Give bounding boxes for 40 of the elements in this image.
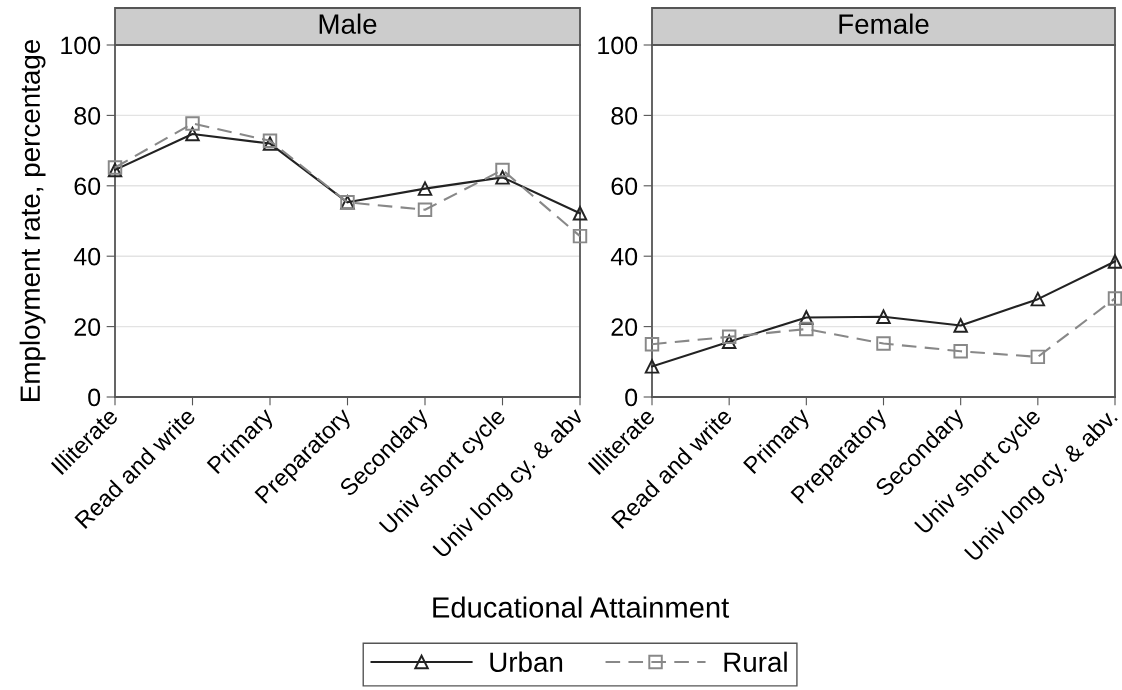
point (572, 206, 588, 221)
point (721, 334, 737, 349)
y-tick-label: 0 (625, 388, 638, 407)
point (1030, 349, 1046, 365)
point (876, 336, 891, 351)
point (953, 344, 968, 359)
point (495, 170, 510, 185)
y-tick-label: 80 (611, 107, 638, 125)
y-tick-label: 0 (88, 388, 101, 407)
point (495, 162, 510, 178)
point (953, 318, 968, 333)
y-axis-title: Employment rate, percentage (19, 40, 46, 401)
chart-title: Female (839, 13, 929, 34)
point (417, 181, 433, 196)
legend-label: Rural (724, 651, 787, 673)
chart-title: Male (319, 13, 377, 34)
y-tick-label: 100 (598, 36, 638, 55)
y-tick-label: 20 (611, 318, 638, 336)
point (799, 310, 814, 325)
point (876, 309, 891, 324)
point (1030, 291, 1046, 307)
point (185, 126, 200, 142)
point (799, 321, 814, 337)
y-tick-label: 40 (610, 247, 638, 266)
point (1107, 254, 1122, 269)
point (417, 202, 433, 217)
point (185, 116, 200, 131)
y-tick-label: 100 (61, 36, 101, 55)
y-tick-label: 60 (74, 177, 101, 196)
point (572, 228, 588, 244)
point (1107, 291, 1122, 306)
point (644, 336, 660, 352)
x-axis-title: Educational Attainment (433, 596, 730, 618)
y-tick-label: 40 (73, 247, 101, 266)
y-tick-label: 60 (611, 177, 638, 196)
point (721, 329, 737, 345)
y-tick-label: 80 (74, 107, 101, 125)
point (644, 359, 660, 374)
legend-label: Urban (490, 651, 563, 673)
y-tick-label: 20 (74, 318, 101, 336)
